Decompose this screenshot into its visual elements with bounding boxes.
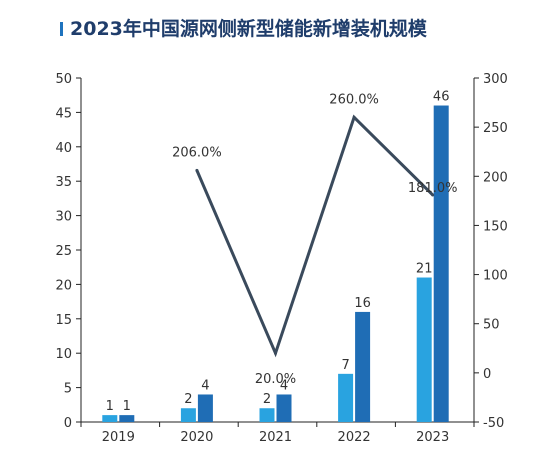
growth-rate-label: 181.0% xyxy=(408,181,458,196)
growth-rate-point xyxy=(431,193,435,197)
chart-title-area: 2023年中国源网侧新型储能新增装机规模 xyxy=(0,14,547,44)
bar-series-1 xyxy=(102,415,118,422)
left-tick-label: 5 xyxy=(64,382,72,397)
bar-series-1 xyxy=(338,373,354,422)
growth-rate-point xyxy=(274,351,277,355)
right-tick-label: 300 xyxy=(483,72,508,87)
bar-value-label: 7 xyxy=(341,358,349,373)
bar-value-label: 4 xyxy=(201,378,209,393)
left-tick-label: 40 xyxy=(55,141,72,156)
right-tick-label: 200 xyxy=(483,170,508,185)
chart-title: 2023年中国源网侧新型储能新增装机规模 xyxy=(70,18,427,40)
bar-value-label: 2 xyxy=(184,392,192,407)
growth-rate-label: 260.0% xyxy=(329,92,379,107)
left-tick-label: 25 xyxy=(55,244,72,259)
right-tick-label: 0 xyxy=(483,367,491,382)
left-tick-label: 30 xyxy=(55,210,72,225)
axes-layer: 0 5 10 15 20 25 30 35 40 45 50 -50 0 50 100 150 200 250 30… xyxy=(55,72,507,445)
left-tick-label: 20 xyxy=(55,278,72,293)
left-tick-label: 35 xyxy=(55,175,72,190)
bars-layer xyxy=(102,105,449,423)
bar-value-label: 1 xyxy=(106,399,114,414)
bar-series-2 xyxy=(119,415,135,422)
right-tick-label: 250 xyxy=(483,121,508,136)
bar-value-label: 46 xyxy=(433,90,450,105)
left-tick-label: 45 xyxy=(55,106,72,121)
line-layer xyxy=(195,114,435,358)
bar-series-2 xyxy=(355,311,371,422)
labels-layer: 1 2 2 7 21 1 4 4 16 46 206.0% 20.0% 260.0% 181.0% xyxy=(106,90,458,415)
right-tick-label: 100 xyxy=(483,269,508,284)
title-accent-bar xyxy=(60,22,63,36)
growth-rate-label: 20.0% xyxy=(255,372,296,387)
growth-rate-line xyxy=(195,114,434,358)
growth-rate-point xyxy=(352,115,356,119)
growth-rate-point xyxy=(195,168,199,172)
bar-series-1 xyxy=(259,408,275,422)
bar-series-2 xyxy=(197,394,213,422)
x-tick-label: 2021 xyxy=(259,430,292,445)
left-tick-label: 10 xyxy=(55,347,72,362)
bar-series-1 xyxy=(416,277,432,422)
x-tick-label: 2022 xyxy=(338,430,371,445)
left-tick-label: 0 xyxy=(64,416,72,431)
right-tick-label: 50 xyxy=(483,318,500,333)
right-tick-label: 150 xyxy=(483,219,508,234)
right-tick-label: -50 xyxy=(483,416,504,431)
bar-value-label: 21 xyxy=(416,262,433,277)
bar-series-2 xyxy=(276,394,292,422)
left-tick-label: 15 xyxy=(55,313,72,328)
bar-value-label: 1 xyxy=(123,399,131,414)
bar-value-label: 4 xyxy=(280,378,288,393)
bar-series-1 xyxy=(180,408,196,422)
x-tick-label: 2019 xyxy=(102,430,135,445)
bar-value-label: 2 xyxy=(263,392,271,407)
bar-value-label: 16 xyxy=(354,296,371,311)
bar-series-2 xyxy=(433,105,449,423)
growth-rate-label: 206.0% xyxy=(172,145,222,160)
left-tick-label: 50 xyxy=(55,72,72,87)
x-tick-label: 2020 xyxy=(180,430,213,445)
x-tick-label: 2023 xyxy=(416,430,449,445)
